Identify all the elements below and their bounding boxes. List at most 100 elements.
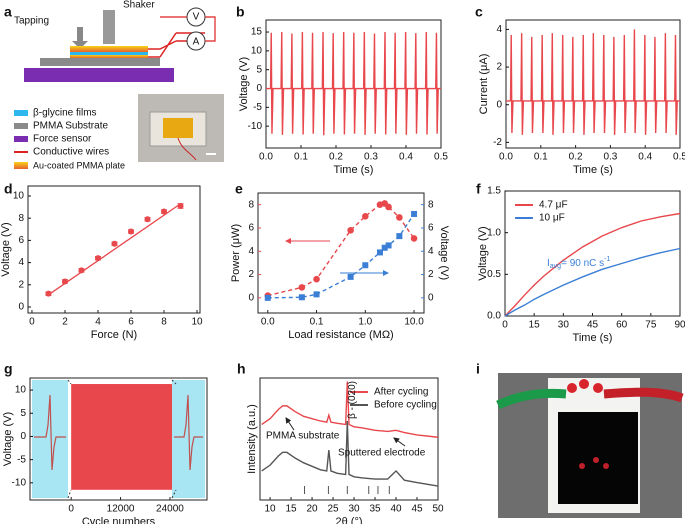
x-tick-label: 0 xyxy=(29,317,35,328)
x-tick-label: 6 xyxy=(128,317,134,328)
x-tick-label: 12000 xyxy=(107,504,135,515)
y-tick-label: 10 xyxy=(13,191,25,202)
x-tick-label: 1.0 xyxy=(358,317,372,328)
x-tick-label: 20 xyxy=(306,504,318,515)
x-axis-label: Time (s) xyxy=(573,164,613,176)
wires xyxy=(160,16,216,42)
panel-letter: g xyxy=(4,361,13,377)
y-tick-label: 4 xyxy=(248,246,254,257)
y-tick-label: 6 xyxy=(428,223,434,234)
y-tick-label: 0 xyxy=(256,83,262,94)
x-tick-label: 15 xyxy=(286,504,298,515)
legend-label: Conductive wires xyxy=(33,147,109,158)
force-sensor xyxy=(24,68,174,82)
y-axis-label: Power (μW) xyxy=(230,224,242,282)
legend-label: 10 μF xyxy=(539,213,565,224)
glycine-film xyxy=(70,52,148,55)
y-axis-label: Intensity (a.u.) xyxy=(246,404,258,474)
led-glow xyxy=(579,463,585,469)
x-tick-label: 50 xyxy=(432,504,444,515)
y-tick-label: 0.0 xyxy=(487,311,501,322)
clip-wire xyxy=(603,387,684,403)
y-axis-label: Current (μA) xyxy=(478,54,490,115)
legend-label: Force sensor xyxy=(33,134,92,145)
y-tick-label: 0 xyxy=(248,292,254,303)
x-tick-label: 0.3 xyxy=(364,152,378,163)
series-line xyxy=(504,212,681,317)
y-tick-label: 8 xyxy=(18,213,24,224)
cycle-band xyxy=(71,384,173,490)
legend-swatch xyxy=(14,110,28,116)
y-tick-label: 8 xyxy=(428,199,434,210)
x-tick-label: 0.5 xyxy=(673,152,685,163)
y-tick-label: -10 xyxy=(12,477,27,488)
point xyxy=(411,210,418,217)
point xyxy=(128,228,135,235)
y-tick-label: 4 xyxy=(496,24,502,35)
point xyxy=(298,284,306,291)
plot-frame xyxy=(27,185,201,314)
x-tick-label: 30 xyxy=(348,504,360,515)
point xyxy=(396,233,403,240)
legend-label: Au-coated PMMA plate xyxy=(33,160,125,170)
x-tick-label: 10 xyxy=(265,504,277,515)
series-line xyxy=(261,381,439,438)
y-tick-label: 2 xyxy=(248,269,254,280)
x-tick-label: 60 xyxy=(616,320,628,331)
y-tick-label: 10 xyxy=(15,385,27,396)
y-tick-label: -10 xyxy=(248,121,263,132)
x-tick-label: 0.3 xyxy=(603,152,617,163)
y-axis-label: Voltage (V) xyxy=(2,412,14,466)
x-axis-label: Load resistance (MΩ) xyxy=(288,329,393,341)
panel-letter: h xyxy=(237,361,246,377)
y-axis-label: Voltage (V) xyxy=(477,226,489,280)
y-tick-label: -2 xyxy=(493,137,502,148)
point xyxy=(347,226,354,234)
y-tick-label: 15 xyxy=(251,27,263,38)
au-plate xyxy=(70,55,148,58)
tapping-label: Tapping xyxy=(14,16,49,27)
series-line xyxy=(504,247,681,317)
point xyxy=(385,203,392,211)
x-tick-label: 0.2 xyxy=(569,152,583,163)
trend-line xyxy=(48,203,181,296)
inset-wave xyxy=(174,394,203,471)
plot-frame xyxy=(257,192,425,314)
au-plate xyxy=(70,46,148,52)
x-tick-label: 40 xyxy=(390,504,402,515)
arrow xyxy=(393,437,406,447)
panel-letter: b xyxy=(236,4,245,20)
panel-letter: e xyxy=(235,181,243,197)
shaker-label: Shaker xyxy=(123,0,155,11)
arrow xyxy=(285,417,295,431)
annotation-part: avg xyxy=(550,263,561,270)
point xyxy=(410,235,418,242)
y-tick-label: 6 xyxy=(18,235,24,246)
point xyxy=(313,275,320,283)
y-axis-label: Voltage (V) xyxy=(238,57,250,111)
x-tick-label: 0 xyxy=(502,320,508,331)
schematic: a Tapping Shaker V A β-glycine films PMM… xyxy=(4,0,224,170)
point xyxy=(298,294,305,301)
legend-label: 4.7 μF xyxy=(539,200,568,211)
annotation: Iavg= 90 nC s-1 xyxy=(547,256,611,270)
point xyxy=(177,202,184,209)
plot-frame xyxy=(259,377,439,501)
point xyxy=(61,278,68,285)
x-tick-label: 0.4 xyxy=(638,152,652,163)
x-tick-label: 25 xyxy=(327,504,339,515)
shaker-rod xyxy=(103,10,115,44)
y2-axis-label: Voltage (V) xyxy=(438,226,450,280)
legend-label: β-glycine films xyxy=(33,108,97,119)
y-tick-label: 2 xyxy=(18,279,24,290)
annotation: β - (020) xyxy=(347,381,358,419)
led xyxy=(593,383,603,393)
point xyxy=(361,213,369,220)
y-tick-label: 4 xyxy=(428,246,434,257)
point xyxy=(264,294,271,301)
y-tick-label: 6 xyxy=(248,223,254,234)
pmma-substrate xyxy=(40,58,160,66)
point xyxy=(45,290,52,297)
x-tick-label: 0.1 xyxy=(294,152,308,163)
